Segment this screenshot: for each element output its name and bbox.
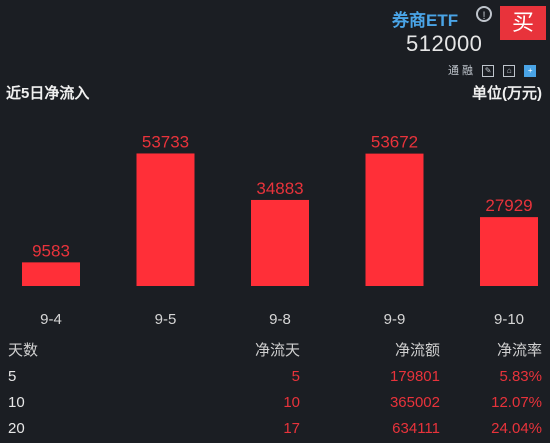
inflow-days-cell: 17 (283, 420, 300, 437)
data-label-9-10: 27929 (485, 196, 532, 215)
col-inflow-days: 净流天 (254, 342, 300, 359)
data-label-9-9: 53672 (371, 133, 418, 152)
buy-button[interactable]: 买 (500, 6, 546, 40)
trade-flags: 通 融 ✎ ⌂ + (448, 62, 537, 78)
inflow-rate-cell: 12.07% (491, 394, 542, 411)
table-row: 5 5 179801 5.83% (0, 364, 550, 390)
fund-name: 券商ETF (392, 11, 459, 30)
x-tick-9-4: 9-4 (40, 311, 62, 328)
fund-code: 512000 (406, 31, 483, 56)
edit-icon[interactable]: ✎ (482, 65, 495, 78)
quote-header: 券商ETF ! 买 512000 通 融 ✎ ⌂ + (0, 0, 550, 80)
col-days: 天数 (8, 342, 39, 359)
col-inflow-amount: 净流额 (394, 342, 440, 359)
bar-9-4 (22, 262, 80, 286)
bar-9-8 (251, 199, 309, 286)
inflow-amount-cell: 179801 (389, 368, 440, 385)
info-icon[interactable]: ! (476, 6, 492, 22)
col-inflow-rate: 净流率 (496, 342, 542, 359)
data-label-9-5: 53733 (142, 132, 189, 151)
data-label-9-4: 9583 (32, 241, 70, 260)
inflow-days-cell: 10 (283, 394, 300, 411)
stats-table: 天数 净流天 净流额 净流率 5 5 179801 5.83% 10 10 36… (0, 338, 550, 442)
table-row: 10 10 365002 12.07% (0, 390, 550, 416)
bar-9-10 (480, 217, 538, 286)
inflow-days-cell: 5 (291, 368, 300, 385)
days-cell: 5 (8, 368, 17, 385)
stats-header-row: 天数 净流天 净流额 净流率 (0, 338, 550, 364)
days-cell: 10 (8, 394, 25, 411)
inflow-amount-cell: 634111 (392, 420, 440, 437)
x-tick-9-9: 9-9 (384, 311, 406, 328)
x-tick-9-5: 9-5 (155, 311, 177, 328)
unit-label: 单位(万元) (472, 85, 542, 102)
alert-icon[interactable]: ⌂ (503, 65, 516, 78)
inflow-amount-cell: 365002 (389, 394, 440, 411)
table-row: 20 17 634111 24.04% (0, 416, 550, 442)
net-inflow-chart: 9583 9-4 53733 9-5 34883 9-8 53672 9-9 27929 9-10 (22, 132, 538, 328)
bar-9-9 (365, 153, 424, 286)
inflow-rate-cell: 5.83% (499, 368, 542, 385)
inflow-rate-cell: 24.04% (491, 420, 542, 437)
x-tick-9-10: 9-10 (494, 311, 524, 328)
trade-flags-label: 通 融 (448, 65, 474, 77)
x-tick-9-8: 9-8 (269, 311, 291, 328)
days-cell: 20 (8, 420, 25, 437)
add-icon[interactable]: + (524, 65, 537, 78)
bar-9-5 (136, 153, 195, 286)
section-title: 近5日净流入 (6, 85, 90, 102)
data-label-9-8: 34883 (256, 179, 303, 198)
